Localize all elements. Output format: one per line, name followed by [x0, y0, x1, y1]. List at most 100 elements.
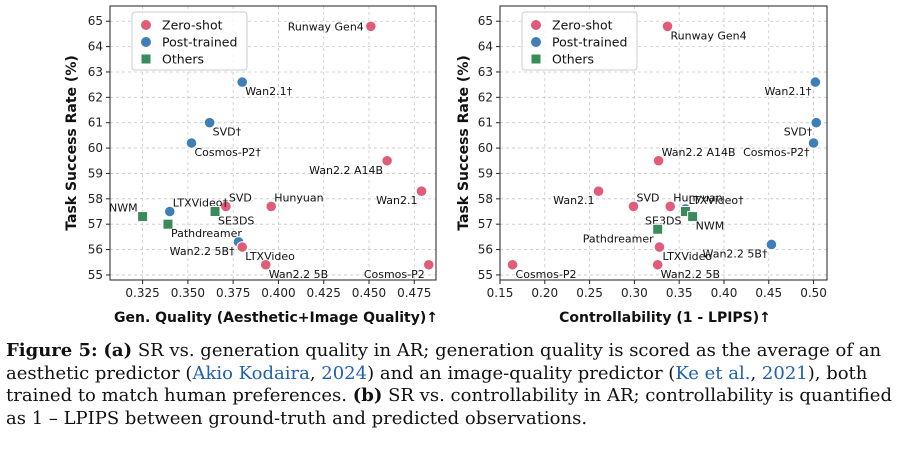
y-tick-label: 57 [478, 217, 493, 231]
legend-label-others: Others [162, 52, 204, 67]
point-label-wan2-1-dagger: Wan2.1† [764, 85, 811, 98]
legend-marker-others [141, 54, 151, 64]
point-cosmos-p2-dagger [185, 137, 198, 149]
point-label-nwm: NWM [109, 202, 138, 215]
legend-marker-post-trained [531, 37, 541, 47]
point-label-ltxvideo-dagger: LTXVideo† [688, 194, 744, 207]
y-tick-label: 56 [88, 243, 103, 257]
point-svd [220, 200, 232, 213]
citation-link-ke-et-al[interactable]: Ke et al. [675, 362, 751, 384]
caption-part-b-text: SR vs. controllability in AR; controllab… [6, 385, 892, 429]
point-label-wan2-2-a14b: Wan2.2 A14B [662, 146, 736, 159]
point-label-cosmos-p2-dagger: Cosmos-P2† [743, 146, 810, 159]
x-tick-label: 0.400 [261, 286, 295, 300]
legend-label-zero-shot: Zero-shot [552, 18, 613, 33]
caption-figure-label: Figure 5: [6, 340, 98, 361]
legend-label-post-trained: Post-trained [162, 35, 237, 50]
point-label-wan2-2-5b-dagger: Wan2.2 5B† [170, 245, 235, 258]
citation-link-akio-kodaira[interactable]: Akio Kodaira [192, 362, 310, 384]
point-label-wan2-2-5b: Wan2.2 5B [661, 268, 720, 281]
point-label-hunyuan: Hunyuan [274, 191, 323, 204]
point-label-runway-gen4: Runway Gen4 [288, 20, 364, 33]
point-wan2-2-5b [259, 258, 272, 271]
caption-part-a-text-2: ) and an image-quality predictor ( [367, 362, 676, 384]
point-label-wan2-1-dagger: Wan2.1† [245, 85, 292, 98]
citation-link-year-2021[interactable]: 2021 [761, 362, 808, 384]
y-tick-label: 62 [88, 90, 103, 104]
point-ltxvideo-dagger [163, 205, 176, 218]
legend-label-post-trained: Post-trained [552, 35, 627, 50]
y-tick-label: 64 [88, 40, 103, 54]
x-tick-label: 0.30 [621, 286, 648, 300]
point-wan2-2-a14b [652, 154, 665, 167]
y-tick-label: 55 [478, 268, 493, 282]
point-label-ltxvideo: LTXVideo [662, 250, 712, 263]
point-label-se3ds: SE3DS [645, 215, 681, 228]
figure-canvas: 0.325 0.350 0.375 0.400 0.425 0.450 0.475 55 56 5… [64, 5, 828, 326]
y-tick-label: 63 [88, 65, 103, 79]
point-wan2-1-dagger [236, 76, 249, 88]
point-se3ds [209, 206, 221, 217]
point-pathdreamer [652, 223, 664, 235]
point-cosmos-p2 [506, 258, 519, 271]
y-axis-label: Task Success Rate (%) [64, 55, 80, 231]
y-tick-label: 58 [478, 192, 493, 206]
y-tick-label: 63 [478, 65, 493, 79]
legend-marker-others [531, 54, 541, 64]
point-nwm [687, 211, 699, 223]
point-wan2-1 [415, 185, 428, 198]
y-tick-label: 57 [88, 217, 103, 231]
x-tick-label: 0.15 [487, 286, 514, 300]
y-tick-label: 56 [478, 243, 493, 257]
x-axis-label: Gen. Quality (Aesthetic+Image Quality)↑ [114, 310, 438, 326]
point-label-cosmos-p2: Cosmos-P2 [364, 268, 425, 281]
plot-frame [499, 5, 828, 281]
x-tick-label: 0.45 [755, 286, 782, 300]
point-cosmos-p2 [422, 258, 435, 271]
point-ltxvideo [236, 241, 249, 253]
point-label-cosmos-p2-dagger: Cosmos-P2† [195, 146, 262, 159]
point-nwm [137, 211, 149, 223]
point-label-nwm: NWM [696, 220, 725, 233]
point-hunyuan [265, 200, 277, 213]
plot-frame [109, 5, 437, 281]
point-hunyuan [664, 200, 677, 213]
point-ltxvideo [653, 241, 666, 253]
point-runway-gen4 [365, 20, 377, 33]
point-label-wan2-1: Wan2.1 [553, 194, 594, 207]
caption-part-a-text-1: SR vs. generation quality in AR; generat… [6, 340, 882, 384]
x-tick-label: 0.325 [125, 286, 159, 300]
x-axis-label: Controllability (1 - LPIPS)↑ [559, 310, 771, 326]
point-label-ltxvideo: LTXVideo [245, 250, 295, 263]
x-tick-label: 0.35 [666, 286, 693, 300]
point-label-svd: SVD [636, 191, 659, 204]
x-tick-label: 0.25 [576, 286, 603, 300]
point-label-svd-dagger: SVD† [213, 126, 242, 139]
point-svd-dagger [203, 116, 216, 129]
y-axis-label: Task Success Rate (%) [456, 55, 472, 231]
caption-part-a-text-3: ), both trained to match human preferenc… [6, 362, 868, 407]
y-tick-label: 55 [88, 268, 103, 282]
point-wan2-1 [592, 185, 605, 198]
y-tick-label: 64 [478, 40, 493, 54]
citation-link-year-2024[interactable]: 2024 [321, 362, 368, 384]
figure-caption: Figure 5: (a) SR vs. generation quality … [6, 340, 894, 430]
x-tick-label: 0.375 [216, 286, 250, 300]
y-tick-label: 65 [478, 14, 493, 28]
point-pathdreamer [162, 218, 174, 230]
x-tick-label: 0.40 [711, 286, 738, 300]
y-tick-label: 62 [478, 90, 493, 104]
y-tick-label: 60 [88, 141, 103, 155]
caption-part-a-label: (a) [103, 340, 133, 361]
point-cosmos-p2-dagger [807, 137, 820, 149]
y-tick-label: 61 [478, 116, 493, 130]
point-label-wan2-2-a14b: Wan2.2 A14B [309, 164, 383, 177]
legend-marker-zero-shot [531, 20, 541, 30]
point-svd-dagger [810, 116, 823, 129]
y-tick-label: 59 [88, 166, 103, 180]
caption-cite-separator: , [750, 362, 762, 384]
y-tick-label: 60 [478, 141, 493, 155]
y-tick-label: 59 [478, 166, 493, 180]
point-label-hunyuan: Hunyuan [673, 191, 722, 204]
legend-marker-post-trained [141, 37, 151, 47]
